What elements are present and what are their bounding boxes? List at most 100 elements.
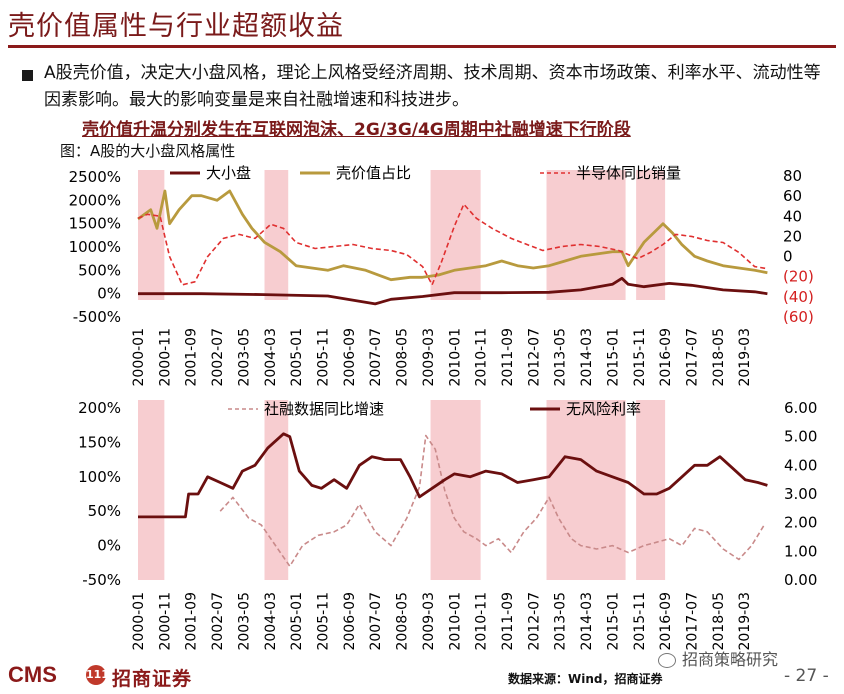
cms-logo: CMS bbox=[8, 662, 57, 687]
x-tick-label: 2001-09 bbox=[184, 328, 200, 387]
x-tick-label: 2008-05 bbox=[395, 592, 411, 651]
series-line bbox=[138, 276, 768, 306]
y-left-tick-label: -500% bbox=[73, 308, 121, 326]
x-tick-label: 2002-07 bbox=[210, 328, 226, 387]
highlight-band bbox=[636, 400, 666, 580]
x-tick-label: 2018-05 bbox=[711, 592, 727, 651]
x-tick-label: 2000-01 bbox=[131, 328, 147, 387]
y-left-tick-label: 0% bbox=[97, 537, 121, 555]
x-tick-label: 2005-11 bbox=[315, 592, 331, 651]
series-line bbox=[219, 434, 765, 568]
highlight-band bbox=[264, 400, 289, 580]
legend-label: 社融数据同比增速 bbox=[264, 400, 384, 418]
y-left-tick-label: 0% bbox=[97, 285, 121, 303]
x-tick-label: 2005-01 bbox=[289, 592, 305, 651]
x-tick-label: 2004-03 bbox=[263, 592, 279, 651]
x-tick-label: 2014-03 bbox=[579, 328, 595, 387]
figure-caption: 图：A股的大小盘风格属性 bbox=[60, 142, 236, 160]
y-right-tick-label: 1.00 bbox=[784, 542, 817, 560]
y-right-tick-label: 20 bbox=[783, 227, 802, 245]
y-left-tick-label: 2500% bbox=[69, 168, 121, 186]
highlight-band bbox=[430, 170, 481, 300]
x-tick-label: 2019-03 bbox=[737, 328, 753, 387]
x-tick-label: 2003-05 bbox=[236, 592, 252, 651]
bullet-text: A股壳价值，决定大小盘风格，理论上风格受经济周期、技术周期、资本市场政策、利率水… bbox=[44, 63, 821, 110]
series-line bbox=[138, 432, 768, 519]
y-left-tick-label: -50% bbox=[82, 571, 121, 589]
y-right-tick-label: 0 bbox=[783, 248, 793, 266]
x-tick-label: 2011-09 bbox=[500, 328, 516, 387]
company-name: 招商证券 bbox=[112, 668, 193, 690]
x-tick-label: 2016-09 bbox=[658, 328, 674, 387]
x-tick-label: 2005-11 bbox=[315, 328, 331, 387]
x-tick-label: 2000-11 bbox=[157, 592, 173, 651]
x-tick-label: 2015-11 bbox=[632, 328, 648, 387]
series-line bbox=[137, 189, 768, 282]
x-tick-label: 2000-01 bbox=[131, 592, 147, 651]
y-right-tick-label: 40 bbox=[783, 207, 802, 225]
x-tick-label: 2015-01 bbox=[605, 592, 621, 651]
y-left-tick-label: 50% bbox=[88, 502, 121, 520]
series-line bbox=[137, 203, 768, 286]
x-tick-label: 2019-03 bbox=[737, 592, 753, 651]
x-tick-label: 2018-05 bbox=[711, 328, 727, 387]
x-tick-label: 2004-03 bbox=[263, 328, 279, 387]
y-left-tick-label: 500% bbox=[78, 261, 121, 279]
highlight-band bbox=[430, 400, 481, 580]
x-tick-label: 2008-05 bbox=[395, 328, 411, 387]
data-source: 数据来源：Wind，招商证券 bbox=[508, 672, 663, 686]
highlight-line: 壳价值升温分别发生在互联网泡沫、2G/3G/4G周期中社融增速下行阶段 bbox=[82, 120, 631, 140]
y-left-tick-label: 200% bbox=[78, 399, 121, 417]
highlight-band bbox=[138, 400, 165, 580]
page-number: - 27 - bbox=[784, 666, 829, 686]
wechat-name: 招商策略研究 bbox=[682, 650, 779, 669]
y-right-tick-label: 60 bbox=[783, 187, 802, 205]
y-left-tick-label: 1500% bbox=[69, 215, 121, 233]
y-right-tick-label: (40) bbox=[783, 288, 814, 306]
y-right-tick-label: 6.00 bbox=[784, 399, 817, 417]
legend-label: 大小盘 bbox=[206, 164, 251, 182]
x-tick-label: 2015-01 bbox=[605, 328, 621, 387]
y-right-tick-label: (20) bbox=[783, 268, 814, 286]
x-tick-label: 2010-11 bbox=[474, 592, 490, 651]
x-tick-label: 2006-09 bbox=[342, 592, 358, 651]
x-tick-label: 2012-07 bbox=[526, 328, 542, 387]
x-tick-label: 2011-09 bbox=[500, 592, 516, 651]
x-tick-label: 2003-05 bbox=[236, 328, 252, 387]
y-left-tick-label: 2000% bbox=[69, 191, 121, 209]
y-right-tick-label: 5.00 bbox=[784, 428, 817, 446]
highlight-band bbox=[264, 170, 289, 300]
legend-label: 半导体同比销量 bbox=[576, 164, 681, 182]
x-tick-label: 2006-09 bbox=[342, 328, 358, 387]
wechat-icon bbox=[658, 653, 676, 668]
y-left-tick-label: 1000% bbox=[69, 238, 121, 256]
x-tick-label: 2002-07 bbox=[210, 592, 226, 651]
legend-label: 壳价值占比 bbox=[336, 164, 411, 182]
x-tick-label: 2014-03 bbox=[579, 592, 595, 651]
x-tick-label: 2017-07 bbox=[684, 592, 700, 651]
x-tick-label: 2005-01 bbox=[289, 328, 305, 387]
x-tick-label: 2009-03 bbox=[421, 328, 437, 387]
legend-label: 无风险利率 bbox=[566, 400, 641, 418]
bullet-square-icon bbox=[22, 70, 33, 81]
title-divider bbox=[8, 45, 836, 48]
x-tick-label: 2013-05 bbox=[553, 592, 569, 651]
x-tick-label: 2012-07 bbox=[526, 592, 542, 651]
y-left-tick-label: 100% bbox=[78, 468, 121, 486]
x-tick-label: 2000-11 bbox=[157, 328, 173, 387]
highlight-band bbox=[546, 170, 626, 300]
x-tick-label: 2013-05 bbox=[553, 328, 569, 387]
highlight-band bbox=[138, 170, 165, 300]
y-right-tick-label: 0.00 bbox=[784, 571, 817, 589]
x-tick-label: 2007-07 bbox=[368, 328, 384, 387]
y-right-tick-label: (60) bbox=[783, 308, 814, 326]
x-tick-label: 2017-07 bbox=[684, 328, 700, 387]
x-tick-label: 2009-03 bbox=[421, 592, 437, 651]
x-tick-label: 2015-11 bbox=[632, 592, 648, 651]
x-tick-label: 2010-01 bbox=[447, 592, 463, 651]
page-title: 壳价值属性与行业超额收益 bbox=[8, 11, 344, 42]
x-tick-label: 2001-09 bbox=[184, 592, 200, 651]
y-right-tick-label: 4.00 bbox=[784, 456, 817, 474]
logo-badge: 111 bbox=[86, 665, 109, 685]
